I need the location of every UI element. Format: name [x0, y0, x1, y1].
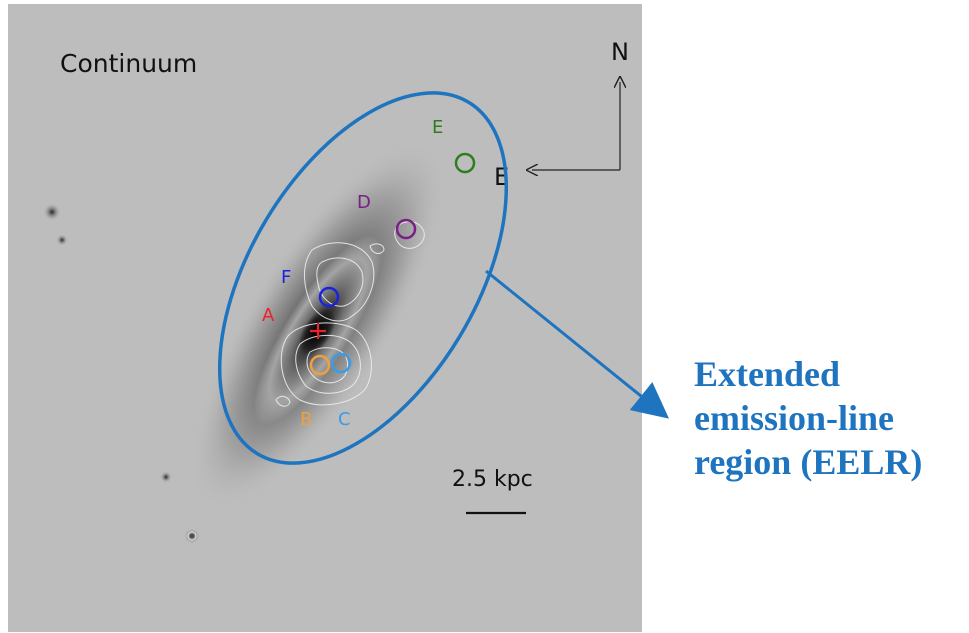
scale-bar: 2.5 kpc	[452, 467, 533, 515]
eelr-annotation-line-1: Extended	[694, 354, 841, 394]
star-1	[43, 203, 61, 221]
region-f-label: F	[281, 267, 291, 288]
region-e-label: E	[432, 117, 443, 138]
scale-bar-label: 2.5 kpc	[452, 467, 533, 492]
region-d-marker	[395, 218, 417, 240]
eelr-annotation: Extended emission-line region (EELR)	[694, 352, 964, 484]
region-a-marker	[310, 323, 326, 339]
region-d-label: D	[357, 192, 371, 213]
panel-title: Continuum	[60, 49, 197, 78]
star-4	[184, 528, 200, 544]
star-3	[160, 471, 172, 483]
star-2	[56, 234, 68, 246]
eelr-ellipse	[217, 91, 509, 465]
eelr-annotation-line-2: emission-line	[694, 398, 895, 438]
region-b-label: B	[300, 409, 312, 430]
region-f-marker	[318, 286, 340, 308]
eelr-pointer-arrow	[485, 269, 670, 419]
compass-north-label: N	[611, 38, 629, 66]
region-markers: A B C D E F	[262, 117, 476, 430]
eelr-annotation-line-3: region (EELR)	[694, 442, 923, 482]
region-c-label: C	[338, 409, 351, 430]
region-a-label: A	[262, 305, 275, 326]
region-b-marker	[309, 354, 331, 376]
star-4-ring	[187, 531, 197, 541]
region-e-marker	[454, 152, 476, 174]
region-c-marker	[330, 352, 352, 374]
